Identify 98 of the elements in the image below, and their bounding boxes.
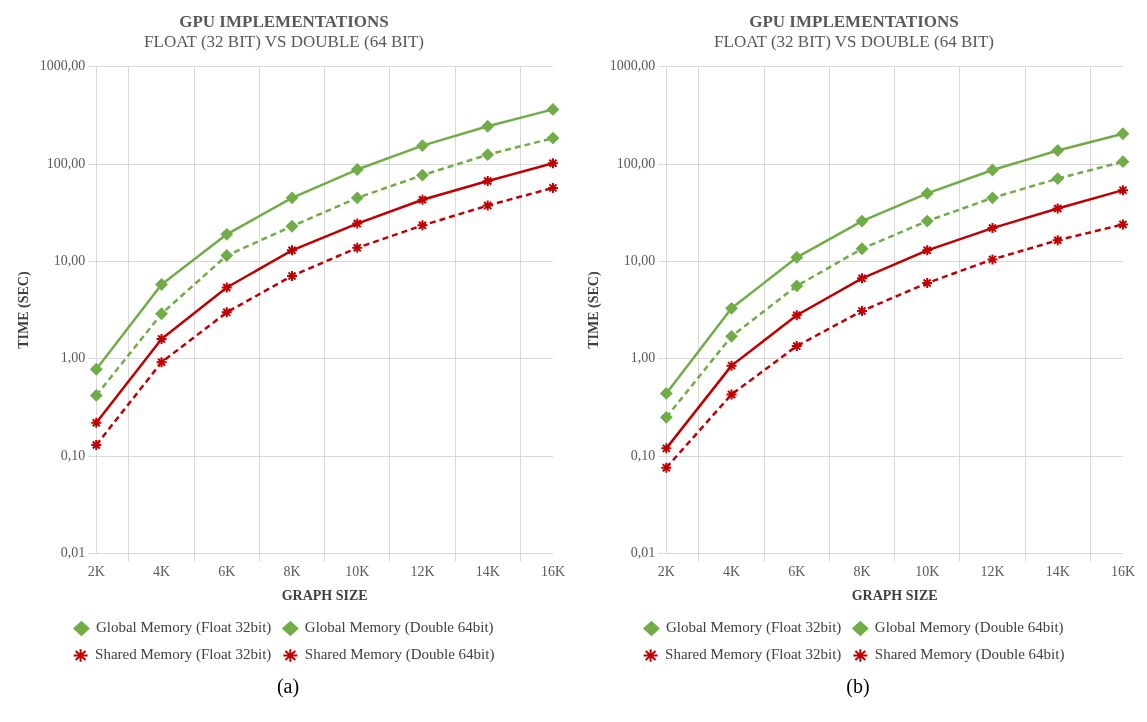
y-tick-label: 0,01 — [60, 545, 86, 561]
x-tick-label: 14K — [475, 564, 500, 580]
legend-label: Global Memory (Double 64bit) — [304, 619, 494, 637]
x-tick-label: 8K — [283, 564, 301, 580]
y-tick-label: 100,00 — [616, 155, 656, 171]
legend-label: Shared Memory (Double 64bit) — [304, 646, 495, 664]
y-tick-label: 1000,00 — [609, 58, 656, 74]
point — [220, 281, 233, 294]
point — [220, 228, 233, 241]
y-tick-label: 0,10 — [630, 447, 656, 463]
point — [1051, 172, 1064, 185]
chart-title: GPU IMPLEMENTATIONS — [749, 11, 959, 31]
point — [481, 120, 494, 133]
legend-label: Shared Memory (Float 32bit) — [665, 646, 842, 664]
y-tick-label: 1000,00 — [39, 58, 86, 74]
x-tick-label: 2K — [87, 564, 105, 580]
point — [921, 187, 934, 200]
point — [90, 363, 103, 376]
x-tick-label: 14K — [1045, 564, 1070, 580]
point — [546, 157, 559, 170]
point — [286, 220, 299, 233]
x-tick-label: 4K — [152, 564, 171, 580]
legend-label: Shared Memory (Double 64bit) — [874, 646, 1065, 664]
y-tick-label: 10,00 — [623, 253, 656, 269]
x-tick-label: 8K — [853, 564, 871, 580]
legend-label: Shared Memory (Float 32bit) — [95, 646, 272, 664]
point — [220, 306, 233, 319]
point — [660, 411, 673, 424]
point — [481, 199, 494, 212]
y-tick-label: 100,00 — [46, 155, 86, 171]
point — [986, 164, 999, 177]
x-tick-label: 12K — [410, 564, 435, 580]
point — [351, 217, 364, 230]
point — [416, 169, 429, 182]
point — [725, 359, 738, 372]
point — [856, 215, 869, 228]
x-tick-label: 6K — [788, 564, 806, 580]
chart-subtitle: FLOAT (32 BIT) VS DOUBLE (64 BIT) — [714, 32, 994, 52]
point — [1051, 234, 1064, 247]
y-tick-label: 1,00 — [630, 350, 656, 366]
point — [155, 356, 168, 369]
x-axis-title: GRAPH SIZE — [281, 588, 368, 604]
point — [1116, 127, 1129, 140]
point — [790, 251, 803, 264]
legend-label: Global Memory (Float 32bit) — [665, 619, 842, 637]
point — [546, 103, 559, 116]
point — [90, 416, 103, 429]
point — [725, 330, 738, 343]
point — [155, 278, 168, 291]
y-axis-title: TIME (SEC) — [16, 271, 33, 349]
point — [155, 307, 168, 320]
point — [416, 139, 429, 152]
point — [1116, 184, 1129, 197]
chart-subtitle: FLOAT (32 BIT) VS DOUBLE (64 BIT) — [144, 32, 424, 52]
y-axis-title: TIME (SEC) — [586, 271, 603, 349]
y-tick-label: 0,10 — [60, 447, 86, 463]
point — [921, 215, 934, 228]
point — [986, 191, 999, 204]
x-tick-label: 2K — [657, 564, 675, 580]
text: (a) — [276, 675, 300, 698]
point — [725, 302, 738, 315]
point — [660, 387, 673, 400]
text: (b) — [846, 675, 870, 698]
point — [1051, 202, 1064, 215]
x-tick-label: 4K — [722, 564, 741, 580]
y-tick-label: 1,00 — [60, 350, 86, 366]
chart-title: GPU IMPLEMENTATIONS — [179, 11, 389, 31]
point — [351, 241, 364, 254]
y-tick-label: 0,01 — [630, 545, 656, 561]
x-axis-title: GRAPH SIZE — [851, 588, 938, 604]
y-tick-label: 10,00 — [53, 253, 86, 269]
x-tick-label: 12K — [980, 564, 1005, 580]
point — [660, 461, 673, 474]
point — [90, 389, 103, 402]
point — [416, 193, 429, 206]
point — [416, 219, 429, 232]
legend-label: Global Memory (Float 32bit) — [95, 619, 272, 637]
x-tick-label: 16K — [1110, 564, 1136, 580]
point — [725, 388, 738, 401]
point — [790, 309, 803, 322]
x-tick-label: 16K — [540, 564, 566, 580]
point — [1051, 144, 1064, 157]
point — [220, 249, 233, 262]
point — [351, 163, 364, 176]
point — [1116, 218, 1129, 231]
point — [856, 242, 869, 255]
point — [481, 148, 494, 161]
x-tick-label: 10K — [345, 564, 370, 580]
x-tick-label: 10K — [915, 564, 940, 580]
point — [1116, 155, 1129, 168]
point — [351, 191, 364, 204]
point — [986, 253, 999, 266]
point — [546, 132, 559, 145]
point — [790, 279, 803, 292]
point — [921, 244, 934, 257]
legend-label: Global Memory (Double 64bit) — [874, 619, 1064, 637]
point — [286, 191, 299, 204]
x-tick-label: 6K — [218, 564, 236, 580]
